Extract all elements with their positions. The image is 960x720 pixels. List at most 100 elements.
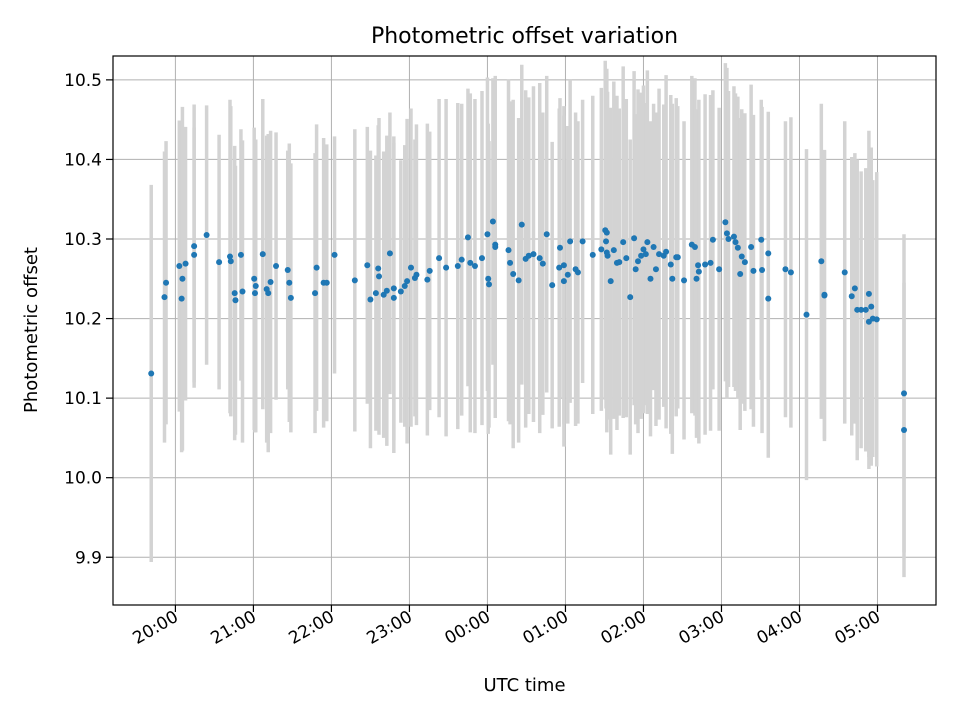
data-point (603, 238, 610, 245)
data-point (401, 282, 408, 289)
data-point (632, 266, 639, 273)
data-point (191, 243, 198, 250)
data-point (631, 235, 638, 242)
data-point (539, 260, 546, 267)
data-point (397, 288, 404, 295)
data-point (515, 277, 522, 284)
data-point (375, 265, 382, 272)
x-tick-label: 20:00 (129, 607, 181, 649)
data-point (176, 263, 183, 270)
data-point (758, 236, 765, 243)
data-point (607, 278, 614, 285)
data-point (530, 251, 537, 258)
data-point (383, 287, 390, 294)
data-point (725, 236, 732, 242)
data-point (182, 260, 189, 267)
data-point (821, 292, 828, 299)
data-point (458, 256, 465, 263)
data-point (623, 255, 630, 262)
data-point (627, 294, 634, 301)
data-point (390, 285, 397, 292)
data-point (873, 316, 880, 323)
data-point (738, 253, 745, 260)
data-point (252, 282, 259, 289)
data-point (803, 311, 810, 318)
data-point (818, 258, 825, 265)
data-point (707, 259, 714, 266)
data-point (589, 251, 596, 258)
data-point (426, 267, 433, 274)
data-point (652, 266, 659, 273)
data-point (364, 262, 371, 269)
y-tick-label: 10.0 (64, 469, 102, 489)
data-point (693, 275, 700, 282)
data-point (148, 370, 155, 377)
data-point (467, 259, 474, 266)
data-point (492, 243, 499, 250)
data-point (603, 229, 610, 236)
data-point (598, 246, 605, 253)
data-point (471, 263, 478, 270)
data-point (868, 303, 875, 310)
data-point (635, 258, 642, 265)
data-point (564, 271, 571, 278)
y-tick-label: 10.1 (64, 389, 102, 409)
data-point (265, 290, 272, 297)
data-point (543, 231, 550, 238)
data-point (436, 255, 443, 262)
data-point (656, 251, 663, 258)
data-point (722, 219, 729, 226)
data-point (179, 275, 186, 282)
data-point (273, 263, 280, 270)
data-point (730, 233, 737, 240)
data-point (404, 278, 411, 285)
data-point (161, 294, 168, 301)
data-point (759, 267, 766, 274)
data-point (901, 426, 908, 433)
data-point (464, 234, 471, 241)
data-point (674, 254, 681, 261)
data-point (650, 243, 657, 250)
data-point (716, 266, 723, 273)
data-point (549, 282, 556, 289)
data-point (640, 246, 647, 253)
x-tick-label: 23:00 (364, 607, 416, 649)
data-point (702, 261, 709, 268)
data-point (567, 238, 574, 245)
data-point (858, 306, 865, 313)
data-point (604, 252, 611, 259)
data-point (510, 271, 517, 278)
data-point (862, 306, 869, 313)
data-point (313, 264, 320, 271)
data-point (620, 239, 627, 246)
data-point (323, 279, 330, 286)
data-point (443, 264, 450, 271)
x-tick-label: 01:00 (520, 607, 572, 649)
data-point (505, 247, 512, 254)
data-point (695, 268, 702, 275)
y-axis-label: Photometric offset (21, 247, 42, 413)
data-point (367, 296, 374, 303)
data-point (386, 250, 393, 257)
data-point (841, 269, 848, 276)
data-point (259, 251, 266, 258)
data-point (732, 239, 739, 246)
data-point (485, 275, 492, 282)
x-tick-label: 00:00 (442, 607, 494, 649)
data-point (267, 278, 274, 285)
x-tick-label: 05:00 (832, 607, 884, 649)
data-point (251, 275, 258, 282)
data-point (232, 297, 239, 304)
data-point (556, 264, 563, 271)
data-point (231, 290, 238, 297)
data-point (489, 218, 496, 225)
data-point (191, 251, 198, 258)
data-point (610, 247, 617, 254)
data-point (560, 278, 567, 285)
y-axis-ticks: 9.9 10.0 10.1 10.2 10.3 10.4 10.5 (64, 71, 113, 568)
data-point (574, 269, 581, 276)
x-tick-label: 02:00 (598, 607, 650, 649)
y-tick-label: 10.5 (64, 71, 102, 91)
data-point (484, 231, 491, 238)
